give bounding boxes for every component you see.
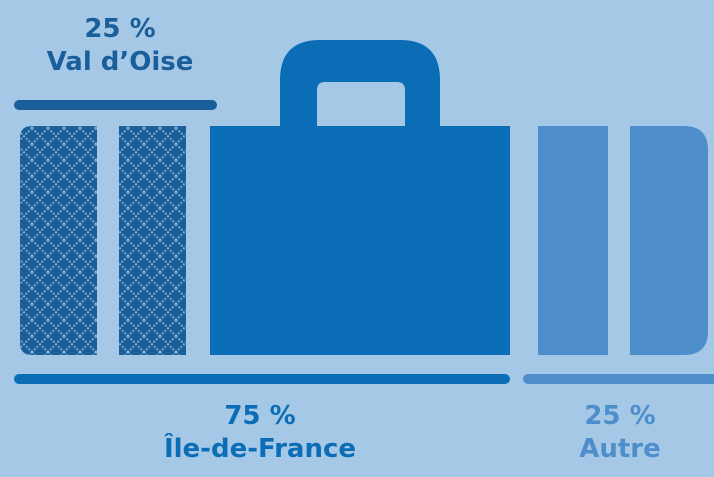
val-d-oise-name: Val d’Oise bbox=[46, 47, 194, 77]
val-d-oise-label: 25 % Val d’Oise bbox=[20, 13, 220, 79]
autre-name: Autre bbox=[579, 434, 661, 464]
ile-de-france-name: Île-de-France bbox=[163, 434, 357, 464]
autre-bar bbox=[523, 374, 714, 384]
ile-de-france-percent: 75 % bbox=[224, 401, 296, 431]
autre-section-right bbox=[630, 126, 708, 355]
val-d-oise-section-right bbox=[119, 126, 186, 355]
val-d-oise-section-left bbox=[20, 126, 97, 355]
autre-percent: 25 % bbox=[584, 401, 656, 431]
val-d-oise-percent: 25 % bbox=[84, 14, 156, 44]
val-d-oise-bar bbox=[14, 100, 217, 110]
autre-label: 25 % Autre bbox=[530, 400, 710, 466]
suitcase-handle bbox=[280, 40, 440, 126]
autre-section-left bbox=[538, 126, 608, 355]
ile-de-france-section bbox=[210, 126, 510, 355]
ile-de-france-bar bbox=[14, 374, 510, 384]
ile-de-france-label: 75 % Île-de-France bbox=[110, 400, 410, 466]
